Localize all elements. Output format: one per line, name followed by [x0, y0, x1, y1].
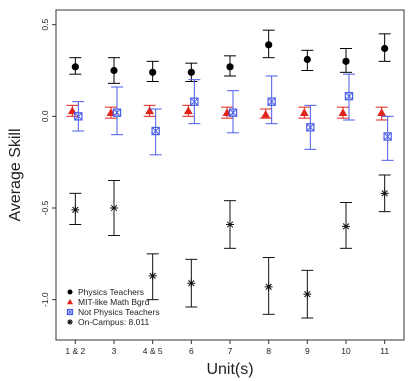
point-marker-arm — [149, 272, 156, 280]
point-marker-cross — [67, 309, 73, 315]
point-marker-arm — [381, 190, 388, 197]
legend-label: Not Physics Teachers — [78, 307, 160, 317]
point-marker — [112, 108, 122, 117]
point-marker — [66, 308, 74, 316]
point-marker-cross — [383, 132, 392, 141]
point-marker — [344, 91, 354, 101]
x-tick-label: 10 — [341, 346, 351, 356]
x-tick-label: 8 — [266, 346, 271, 356]
point-marker — [383, 132, 392, 141]
tick-layer: 0.5 0.0 -0.5 -1.0 1 & 2 3 4 & 5 6 7 8 9 10 11 — [40, 18, 389, 356]
legend-entry: Not Physics Teachers — [66, 307, 160, 317]
point-marker — [74, 112, 83, 121]
marks-layer — [66, 29, 394, 319]
legend-label: On-Campus: 8.011 — [78, 317, 149, 327]
y-tick-label: 0.0 — [40, 110, 50, 122]
point-marker — [187, 68, 195, 76]
series-physics-teachers — [69, 29, 391, 84]
point-marker — [338, 108, 348, 116]
x-tick-label: 4 & 5 — [143, 346, 163, 356]
point-marker-cross — [190, 97, 199, 106]
point-marker — [71, 63, 79, 71]
point-marker — [261, 110, 271, 118]
y-tick-label: -0.5 — [40, 200, 50, 215]
point-marker-arm — [72, 206, 79, 214]
point-marker — [342, 57, 350, 65]
x-tick-label: 11 — [380, 346, 389, 356]
y-tick-label: 0.5 — [40, 18, 50, 30]
legend-label: Physics Teachers — [78, 287, 144, 297]
x-axis-title: Unit(s) — [206, 361, 253, 378]
point-marker — [110, 66, 118, 75]
point-marker — [67, 289, 73, 295]
point-marker — [183, 106, 193, 115]
point-marker-cross — [267, 97, 276, 106]
point-marker — [265, 41, 273, 49]
legend-label: MIT-like Math Bgrd — [78, 297, 150, 307]
legend-entry: On-Campus: 8.011 — [67, 317, 149, 327]
point-marker — [299, 108, 309, 116]
point-marker — [149, 68, 157, 76]
plot-frame — [55, 9, 405, 341]
point-marker-arm — [188, 279, 195, 287]
point-marker-cross — [113, 108, 121, 117]
point-marker-arm — [304, 290, 311, 298]
x-tick-label: 1 & 2 — [65, 346, 85, 356]
legend-entry: Physics Teachers — [67, 287, 144, 297]
x-tick-label: 7 — [228, 346, 233, 356]
point-marker-cross — [345, 92, 353, 101]
point-marker — [306, 123, 315, 132]
point-marker-arm — [110, 204, 118, 212]
point-marker — [381, 44, 389, 53]
series-on-campus-8-011 — [69, 174, 391, 319]
series-not-physics-teachers — [72, 73, 394, 161]
point-marker-cross — [229, 108, 237, 117]
point-marker — [267, 97, 276, 106]
point-marker — [190, 97, 199, 106]
point-marker — [151, 126, 160, 136]
point-marker-arm — [342, 223, 350, 230]
series-mit-like-math-bgrd — [66, 104, 388, 121]
y-axis-title: Average Skill — [7, 128, 24, 221]
point-marker-cross — [306, 123, 315, 132]
x-tick-label: 9 — [305, 346, 310, 356]
point-marker — [377, 108, 387, 116]
point-marker — [145, 106, 155, 115]
point-marker-cross — [74, 112, 83, 121]
point-marker — [226, 63, 234, 71]
x-tick-label: 3 — [112, 346, 117, 356]
y-tick-label: -1.0 — [40, 292, 50, 307]
legend-entry: MIT-like Math Bgrd — [66, 297, 150, 307]
point-marker — [228, 108, 238, 117]
point-marker — [303, 55, 311, 64]
point-marker-arm — [226, 221, 234, 228]
point-marker — [66, 298, 74, 305]
point-marker-arm — [67, 319, 73, 325]
point-marker-cross — [151, 127, 160, 135]
point-marker-arm — [265, 283, 272, 291]
x-tick-label: 6 — [189, 346, 194, 356]
